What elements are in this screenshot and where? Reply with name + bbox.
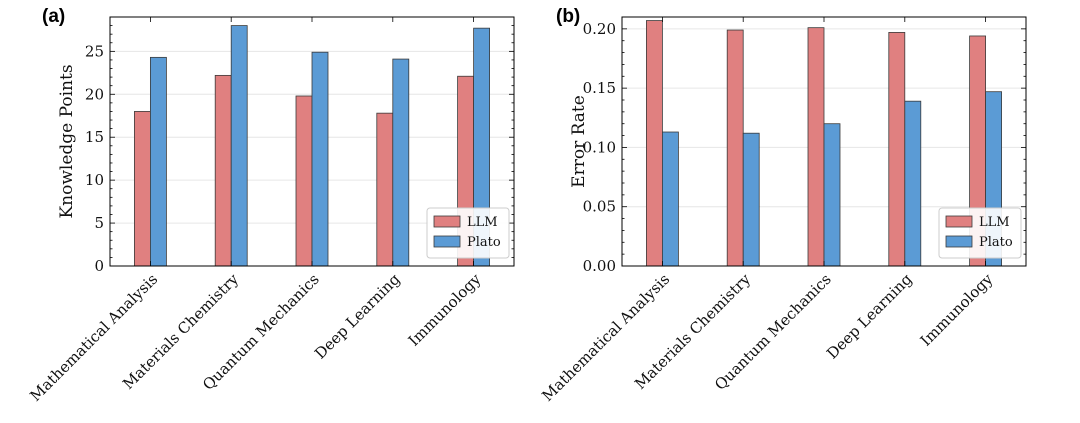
panel-label: (a) (42, 6, 65, 27)
legend: LLM Plato (426, 207, 510, 259)
bar-llm (888, 32, 906, 267)
bar-llm (726, 29, 744, 267)
legend-swatch-llm (945, 215, 973, 228)
x-tick-label: Deep Learning (823, 270, 916, 363)
bar-llm (214, 74, 232, 267)
panel-label: (b) (556, 6, 580, 27)
bar-plato (904, 100, 922, 267)
bar-plato (742, 132, 760, 267)
legend-swatch-llm (433, 215, 461, 228)
y-tick-label: 0.05 (583, 198, 616, 216)
bar-plato (662, 131, 679, 267)
legend-swatch-plato (945, 235, 973, 248)
y-axis-title: Knowledge Points (57, 64, 77, 218)
x-tick-label: Immunology (917, 270, 997, 350)
x-tick-label: Mathematical Analysis (26, 270, 161, 405)
y-tick-label: 20 (85, 85, 104, 103)
x-tick-label: Deep Learning (311, 270, 404, 363)
y-tick-label: 0.20 (583, 20, 616, 38)
legend: LLM Plato (938, 207, 1022, 259)
bar-llm (807, 27, 825, 267)
bar-plato (149, 56, 167, 267)
bar-llm (646, 20, 663, 267)
y-tick-label: 5 (94, 214, 104, 232)
bar-llm (376, 112, 394, 267)
y-tick-label: 25 (85, 42, 104, 60)
bar-plato (230, 25, 248, 267)
legend-label-plato: Plato (467, 235, 501, 250)
legend-label-llm: LLM (979, 215, 1010, 230)
x-tick-label: Immunology (405, 270, 485, 350)
legend-label-plato: Plato (979, 235, 1013, 250)
y-tick-label: 0.15 (583, 79, 616, 97)
bar-plato (823, 123, 841, 267)
y-tick-label: 0 (94, 257, 104, 275)
y-tick-label: 0.10 (583, 138, 616, 156)
bar-plato (311, 51, 329, 267)
legend-swatch-plato (433, 235, 461, 248)
chart-panel-b: (b) 0.00 0.05 0.10 0.15 0.20 Mathematical Anal… (538, 6, 1027, 405)
y-tick-label: 10 (85, 171, 104, 189)
legend-label-llm: LLM (467, 215, 498, 230)
y-tick-label: 0.00 (583, 257, 616, 275)
y-tick-label: 15 (85, 128, 104, 146)
bar-llm (133, 111, 151, 267)
bar-plato (392, 58, 410, 267)
y-axis-title: Error Rate (569, 95, 589, 188)
bar-llm (295, 95, 313, 267)
x-tick-label: Mathematical Analysis (538, 270, 673, 405)
